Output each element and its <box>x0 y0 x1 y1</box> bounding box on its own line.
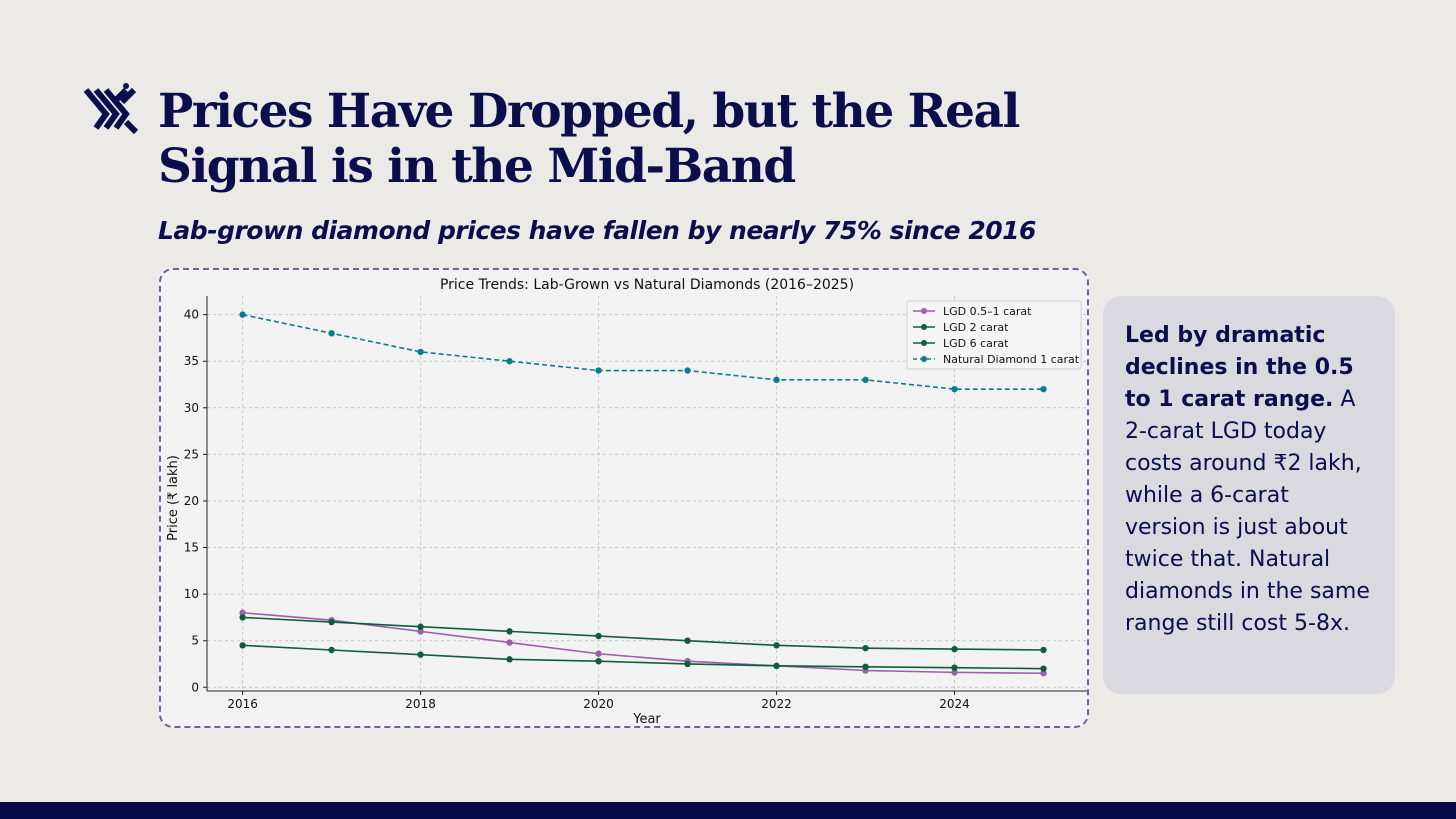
data-point <box>417 348 424 356</box>
x-axis-label: Year <box>632 712 661 727</box>
data-point <box>417 651 424 658</box>
data-point <box>951 645 958 653</box>
y-tick-label: 35 <box>184 354 199 368</box>
data-point <box>417 623 424 630</box>
data-point <box>773 376 780 384</box>
data-point <box>951 669 958 676</box>
data-point <box>595 650 602 657</box>
y-tick-label: 30 <box>184 401 199 415</box>
data-point <box>862 663 869 670</box>
series-line-2 <box>242 616 1044 651</box>
chart-title: Price Trends: Lab-Grown vs Natural Diamo… <box>440 277 854 293</box>
data-point <box>417 628 424 635</box>
chart-frame: Price Trends: Lab-Grown vs Natural Diamo… <box>159 268 1089 728</box>
y-tick-label: 10 <box>184 587 199 601</box>
insight-card: Led by dramatic declines in the 0.5 to 1… <box>1103 296 1395 694</box>
legend-box <box>906 300 1082 370</box>
series-line-0 <box>242 611 1044 675</box>
data-point <box>506 358 513 365</box>
footer-bar <box>0 802 1456 819</box>
data-point <box>506 628 513 635</box>
data-point <box>239 642 246 649</box>
data-point <box>506 656 513 663</box>
y-tick-label: 0 <box>191 680 199 694</box>
data-point <box>684 660 691 668</box>
legend-label: LGD 6 carat <box>943 337 1009 350</box>
x-tick-label: 2016 <box>227 697 258 711</box>
x-tick-label: 2022 <box>761 697 792 711</box>
data-point <box>951 664 958 671</box>
y-tick-label: 40 <box>184 308 199 322</box>
data-point <box>862 376 869 384</box>
y-tick-label: 5 <box>191 634 199 648</box>
data-point <box>1040 385 1047 393</box>
y-axis-label: Price (₹ lakh) <box>166 455 181 541</box>
brand-monogram-icon <box>82 82 139 138</box>
price-trend-chart: Price Trends: Lab-Grown vs Natural Diamo… <box>166 277 1087 727</box>
legend-marker <box>921 356 927 362</box>
x-tick-label: 2024 <box>939 697 970 711</box>
data-point <box>684 637 691 644</box>
slide-title: Prices Have Dropped, but the Real Signal… <box>158 84 1020 194</box>
legend-marker <box>921 324 927 330</box>
data-point <box>239 614 246 621</box>
data-point <box>595 657 602 665</box>
data-point <box>951 385 958 393</box>
series-line-3 <box>242 313 1044 390</box>
data-point <box>773 662 780 670</box>
legend-label: LGD 0.5–1 carat <box>943 305 1032 318</box>
x-tick-label: 2020 <box>583 697 614 711</box>
data-point <box>1040 665 1047 672</box>
data-point <box>684 367 691 374</box>
data-point <box>239 311 246 318</box>
x-tick-label: 2018 <box>405 697 436 711</box>
insight-body: A 2-carat LGD today costs around ₹2 lakh… <box>1125 387 1370 636</box>
series-line-1 <box>242 644 1044 670</box>
data-point <box>506 639 513 646</box>
data-point <box>1040 670 1047 677</box>
legend-marker <box>921 340 927 346</box>
y-tick-label: 25 <box>184 447 199 461</box>
insight-lead: Led by dramatic declines in the 0.5 to 1… <box>1125 323 1354 412</box>
data-point <box>328 618 335 626</box>
data-point <box>595 367 602 374</box>
data-point <box>773 642 780 649</box>
data-point <box>862 644 869 652</box>
slide-subtitle: Lab-grown diamond prices have fallen by … <box>158 216 1036 245</box>
legend-label: Natural Diamond 1 carat <box>943 353 1080 366</box>
data-point <box>328 330 335 337</box>
data-point <box>1040 646 1047 654</box>
legend-marker <box>921 308 927 314</box>
y-tick-label: 15 <box>184 541 199 555</box>
data-point <box>239 609 246 616</box>
y-tick-label: 20 <box>184 494 199 508</box>
data-point <box>595 632 602 640</box>
legend-label: LGD 2 carat <box>943 321 1009 334</box>
data-point <box>328 646 335 654</box>
